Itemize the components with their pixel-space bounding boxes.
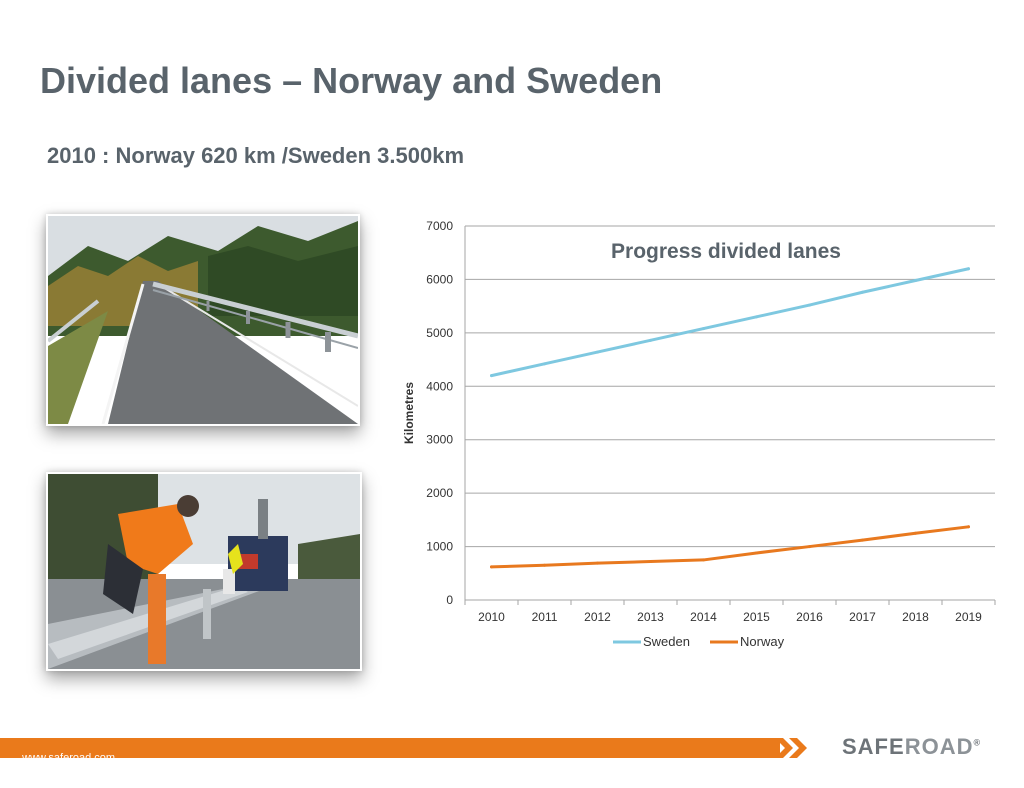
footer-separator: |	[22, 764, 25, 776]
data-point-norway	[967, 525, 970, 529]
data-point-sweden	[649, 338, 652, 342]
x-tick-label: 2017	[849, 610, 876, 624]
y-tick-label: 1000	[426, 540, 453, 554]
chart-legend: Sweden Norway	[613, 634, 785, 649]
data-point-sweden	[490, 374, 493, 378]
road-photo-illustration	[48, 216, 358, 424]
data-point-sweden	[914, 278, 917, 282]
series-line-norway	[490, 525, 970, 569]
footer-website-link[interactable]: www.saferoad.com	[22, 752, 116, 764]
data-point-norway	[861, 538, 864, 542]
legend-label: Norway	[740, 634, 785, 649]
footer-page-number: page 31	[22, 776, 62, 788]
x-tick-label: 2013	[637, 610, 664, 624]
chart-axes: 0 1000 2000 3000 4000 5000 6000 7000 2010 2011 201…	[426, 219, 996, 624]
chart-title: Progress divided lanes	[611, 240, 841, 263]
chevron-right-icon	[775, 738, 807, 758]
data-point-sweden	[861, 290, 864, 294]
x-tick-label: 2012	[584, 610, 611, 624]
data-point-sweden	[808, 303, 811, 307]
y-axis-label: Kilometres	[402, 382, 416, 444]
divided-lanes-chart: 0 1000 2000 3000 4000 5000 6000 7000 2010 2011 201…	[402, 219, 996, 649]
y-tick-label: 6000	[426, 272, 453, 286]
chart-gridlines	[465, 225, 995, 601]
workers-photo-illustration	[48, 474, 360, 669]
chart-series	[490, 267, 970, 569]
x-tick-label: 2011	[532, 610, 558, 624]
logo-part-safe: SAFE	[842, 734, 905, 759]
logo-registered-mark: ®	[973, 737, 982, 748]
series-line-sweden	[490, 267, 970, 378]
data-point-norway	[490, 565, 493, 569]
footer-text: www.saferoad.com | page 31	[16, 740, 121, 788]
y-tick-label: 3000	[426, 433, 453, 447]
data-point-sweden	[543, 362, 546, 366]
workers-installing-guardrail-photo	[46, 472, 362, 671]
y-tick-label: 2000	[426, 486, 453, 500]
x-tick-label: 2018	[902, 610, 929, 624]
x-tick-label: 2010	[478, 610, 505, 624]
data-point-norway	[702, 558, 705, 562]
x-tick-label: 2014	[690, 610, 717, 624]
slide-title: Divided lanes – Norway and Sweden	[40, 60, 663, 101]
x-tick-label: 2019	[955, 610, 982, 624]
data-point-norway	[543, 563, 546, 567]
y-tick-label: 7000	[426, 219, 453, 233]
data-point-sweden	[596, 350, 599, 354]
data-point-norway	[596, 561, 599, 565]
slide-subtitle: 2010 : Norway 620 km /Sweden 3.500km	[47, 143, 465, 168]
data-point-sweden	[967, 267, 970, 271]
y-tick-label: 4000	[426, 379, 453, 393]
x-tick-label: 2016	[796, 610, 823, 624]
y-tick-label: 0	[446, 593, 453, 607]
data-point-norway	[808, 545, 811, 549]
data-point-sweden	[755, 315, 758, 319]
saferoad-logo: SAFEROAD®	[842, 734, 981, 760]
road-with-guardrail-photo	[46, 214, 360, 426]
data-point-norway	[755, 551, 758, 555]
footer-bar	[0, 738, 780, 758]
legend-label: Sweden	[643, 634, 690, 649]
x-tick-label: 2015	[743, 610, 770, 624]
data-point-sweden	[702, 327, 705, 331]
data-point-norway	[914, 531, 917, 535]
data-point-norway	[649, 560, 652, 564]
logo-part-road: ROAD	[904, 734, 974, 759]
y-tick-label: 5000	[426, 326, 453, 340]
